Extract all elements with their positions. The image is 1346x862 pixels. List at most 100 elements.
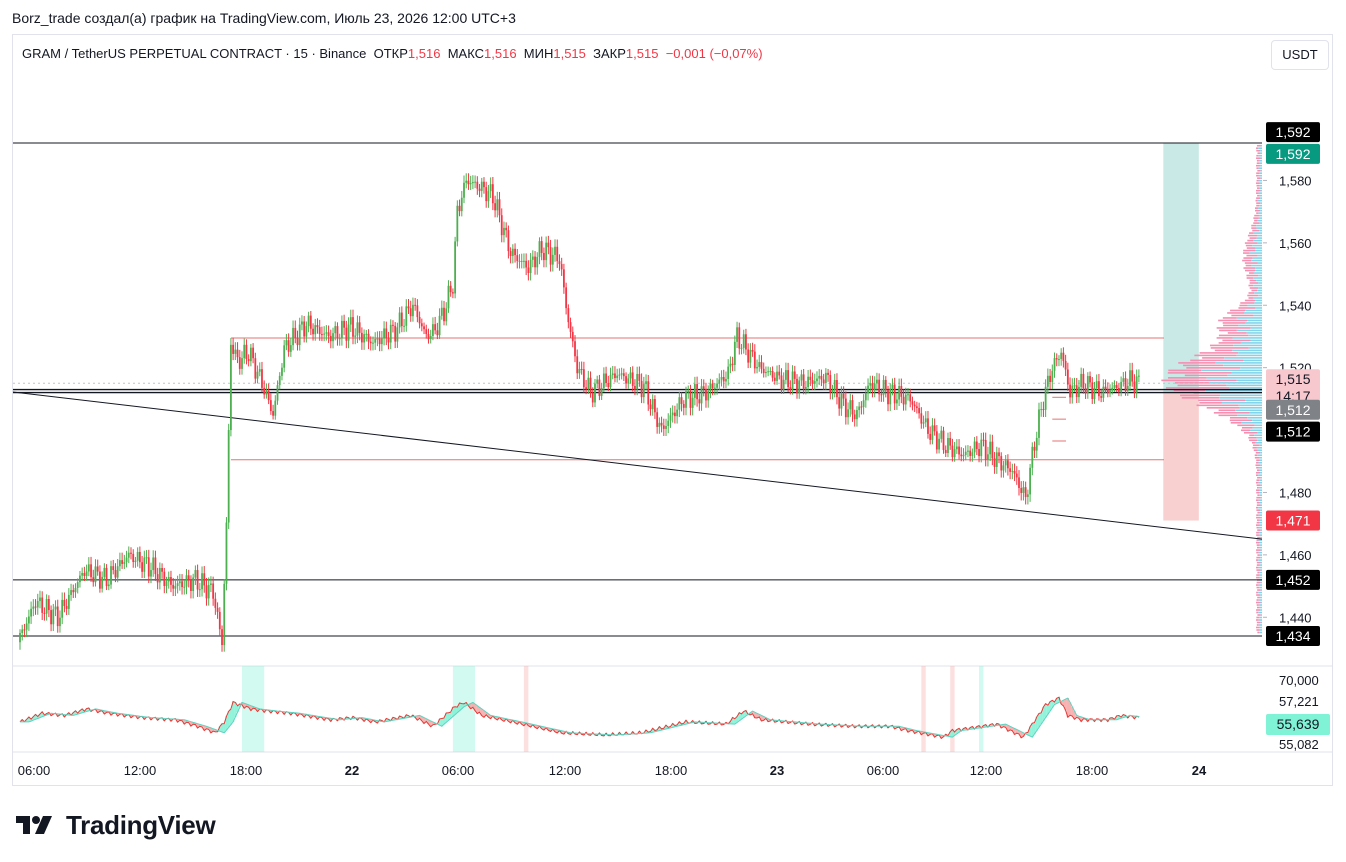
candle-body <box>1129 370 1131 386</box>
candle-body <box>278 375 281 386</box>
candle-body <box>531 256 534 260</box>
candle-body <box>907 394 909 396</box>
candle-body <box>654 399 656 413</box>
candle-body <box>682 403 685 408</box>
profile-bar-down <box>1252 446 1257 449</box>
candle-body <box>571 331 574 342</box>
candle-body <box>771 371 774 378</box>
candle-body <box>234 349 237 354</box>
profile-bar-up <box>1255 269 1262 272</box>
candle-body <box>516 255 519 261</box>
candle-body <box>978 449 980 457</box>
profile-bar-up <box>1260 594 1262 596</box>
profile-bar-down <box>1256 496 1261 499</box>
candle-body <box>791 371 794 390</box>
profile-bar-down <box>1256 521 1260 524</box>
legend-symbol[interactable]: GRAM / TetherUS PERPETUAL CONTRACT · 15 … <box>22 46 367 61</box>
candle-body <box>554 246 556 255</box>
candle-body <box>1020 488 1023 493</box>
candle-body <box>602 373 605 389</box>
profile-bar-down <box>1248 284 1254 287</box>
profile-bar-up <box>1259 204 1262 207</box>
profile-bar-down <box>1257 554 1260 556</box>
candle-body <box>61 599 64 618</box>
profile-bar-down <box>1256 524 1260 526</box>
candle-body <box>1042 409 1045 411</box>
oscillator-signal-band <box>979 666 984 752</box>
candle-body <box>955 446 958 450</box>
profile-bar-up <box>1260 536 1262 539</box>
currency-unit-button[interactable]: USDT <box>1271 40 1329 70</box>
candle-body <box>203 573 206 586</box>
candle-body <box>471 182 474 184</box>
candle-body <box>374 338 377 343</box>
candle-body <box>669 415 672 421</box>
candle-body <box>45 599 48 614</box>
candle-body <box>913 404 916 407</box>
profile-bar-up <box>1260 614 1262 616</box>
candle-body <box>1044 386 1047 410</box>
candle-body <box>618 374 621 376</box>
profile-bar-up <box>1258 214 1262 217</box>
candle-body <box>276 385 279 401</box>
profile-bar-down <box>1246 254 1258 257</box>
candle-body <box>1033 446 1036 451</box>
candle-body <box>272 411 274 416</box>
profile-bar-down <box>1256 526 1259 529</box>
candle-body <box>103 567 106 577</box>
time-tick-label: 12:00 <box>549 763 582 778</box>
candle-body <box>376 338 379 340</box>
profile-bar-down <box>1230 421 1242 424</box>
publisher-line: Borz_trade создал(а) график на TradingVi… <box>12 10 516 26</box>
candle-body <box>432 324 434 337</box>
candle-body <box>851 400 854 415</box>
brand[interactable]: TradingView <box>16 809 216 840</box>
candle-body <box>1038 409 1040 438</box>
candle-body <box>1080 373 1083 387</box>
profile-bar-down <box>1256 534 1259 536</box>
profile-bar-down <box>1229 419 1253 422</box>
profile-bar-down <box>1249 232 1254 234</box>
profile-bar-up <box>1258 611 1262 614</box>
candle-body <box>443 307 445 322</box>
candle-body <box>138 551 141 563</box>
profile-bar-down <box>1257 596 1260 599</box>
profile-bar-up <box>1257 289 1262 292</box>
profile-bar-down <box>1256 629 1260 631</box>
profile-bar-up <box>1260 197 1262 199</box>
candle-body <box>30 608 32 617</box>
candle-body <box>1066 369 1069 385</box>
profile-bar-down <box>1222 322 1246 324</box>
candle-body <box>307 315 310 327</box>
candle-body <box>725 378 727 382</box>
time-tick-label: 12:00 <box>124 763 157 778</box>
profile-bar-up <box>1237 414 1262 417</box>
profile-bar-down <box>1256 197 1261 199</box>
candle-body <box>92 577 95 583</box>
profile-bar-down <box>1256 514 1259 516</box>
candle-body <box>904 394 907 405</box>
candle-body <box>496 199 499 211</box>
profile-bar-down <box>1256 192 1259 194</box>
profile-bar-down <box>1244 269 1256 272</box>
profile-bar-down <box>1256 144 1261 147</box>
price-label-badge <box>1266 399 1320 420</box>
time-tick-label: 23 <box>770 763 784 778</box>
candle-body <box>873 383 876 390</box>
profile-bar-up <box>1257 439 1262 442</box>
profile-bar-up <box>1251 259 1262 262</box>
candle-body <box>696 384 698 400</box>
candle-body <box>454 241 457 294</box>
candle-body <box>143 557 146 572</box>
profile-bar-up <box>1254 292 1262 294</box>
candle-body <box>942 430 945 450</box>
profile-bar-down <box>1256 584 1259 586</box>
candle-body <box>776 371 778 381</box>
profile-bar-up <box>1257 234 1262 237</box>
brand-name: TradingView <box>66 809 216 840</box>
candle-body <box>130 552 132 554</box>
candle-body <box>700 386 703 404</box>
profile-bar-up <box>1236 379 1262 382</box>
candle-body <box>973 441 976 453</box>
